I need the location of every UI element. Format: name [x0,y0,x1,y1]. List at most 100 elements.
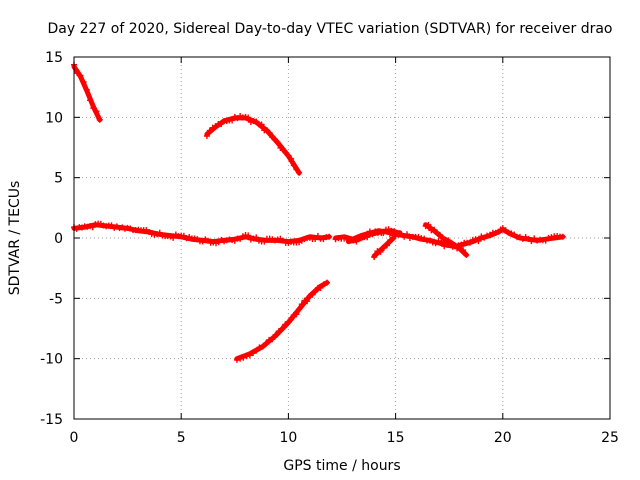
data-point [542,237,549,244]
data-point [492,229,499,236]
data-point [89,224,96,231]
data-point [274,139,281,146]
y-tick-label: 5 [54,171,63,187]
data-point [463,251,470,258]
data-point [96,116,103,123]
data-point [466,239,473,246]
data-point [559,233,566,240]
data-point [275,328,282,335]
data-point [406,235,413,242]
data-point [448,241,455,248]
y-tick-label: -15 [40,412,63,428]
data-point [442,238,449,245]
tick-labels: 0 5 10 15 20 25 -15 -10 -5 0 5 10 15 [40,50,619,446]
x-tick-label: 15 [387,430,405,446]
series-segment-7 [371,235,397,260]
data-point [262,340,269,347]
data-point [80,79,87,86]
x-tick-label: 5 [177,430,186,446]
data-point [280,146,287,153]
data-point [266,129,273,136]
data-point [240,354,247,361]
data-point [250,350,257,357]
data-point [425,221,432,228]
data-point [380,230,387,237]
data-point [282,321,289,328]
data-point [377,248,384,255]
data-point [278,325,285,332]
y-tick-label: -5 [49,291,63,307]
data-point [288,155,295,162]
data-point [429,239,436,246]
data-point [548,234,555,241]
data-point [259,343,266,350]
data-point [293,166,300,173]
data-point [396,230,403,237]
data-point [93,108,100,115]
data-point [475,238,482,245]
data-point [309,291,316,298]
series-layer [71,61,566,363]
data-point [87,97,94,104]
data-point [233,356,240,363]
data-point [296,169,303,176]
series-segment-2 [203,112,303,176]
data-point [460,247,467,254]
data-point [545,234,552,241]
data-point [534,237,541,244]
data-point [229,117,236,124]
data-point [456,245,463,252]
data-point [326,233,333,240]
chart-title: Day 227 of 2020, Sidereal Day-to-day VTE… [47,21,612,37]
data-point [320,281,327,288]
data-point [415,233,422,240]
data-point [77,72,84,79]
y-tick-label: 0 [54,231,63,247]
x-tick-label: 25 [601,430,619,446]
data-point [380,244,387,251]
x-axis-label: GPS time / hours [283,458,400,474]
series-segment-4 [71,220,333,247]
data-point [218,120,225,127]
data-point [253,234,260,241]
data-point [237,355,244,362]
y-tick-label: 15 [45,50,63,66]
data-point [272,136,278,143]
data-point [296,306,303,313]
data-point [435,237,442,244]
data-point [404,231,411,238]
data-point [317,284,324,291]
data-point [269,336,276,343]
data-point [243,353,250,360]
y-tick-label: -10 [40,352,63,368]
y-axis-label: SDTVAR / TECUs [7,181,23,296]
data-point [511,231,518,238]
data-point [285,152,292,159]
data-point [374,248,381,255]
ticks [73,56,611,420]
data-point [293,311,300,318]
data-point [170,234,177,241]
data-point [353,238,360,245]
data-point [390,235,397,241]
data-point [508,230,515,237]
data-point [304,298,311,305]
data-point [246,352,253,359]
data-point [384,242,391,249]
data-point [422,223,429,230]
series-segment-6 [345,226,403,245]
data-point [258,121,265,128]
data-point [245,114,252,121]
data-point [83,86,90,93]
series-segment-1 [71,61,103,123]
data-point [478,233,485,240]
y-tick-label: 10 [45,110,63,126]
data-point [387,237,394,244]
x-tick-label: 20 [494,430,512,446]
data-point [439,234,446,241]
data-point [332,236,339,243]
x-tick-label: 10 [279,430,297,446]
data-point [74,70,81,77]
data-point [288,316,295,323]
